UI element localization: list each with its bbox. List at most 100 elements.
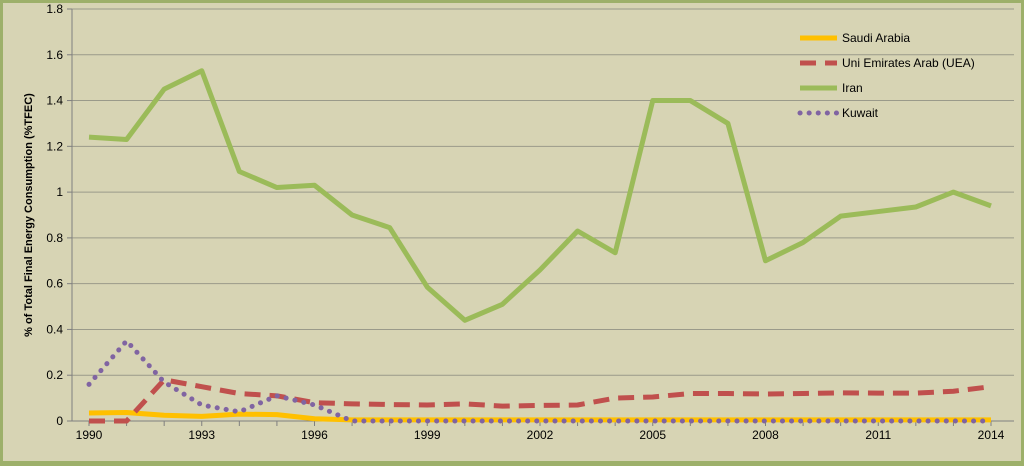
data-point (840, 421, 841, 422)
legend: Saudi Arabia Uni Emirates Arab (UEA) Iran K… (797, 31, 975, 120)
data-point (765, 421, 766, 422)
data-point (577, 404, 578, 405)
x-tick-label: 1993 (188, 428, 215, 442)
data-point (803, 421, 804, 422)
x-tick-label: 1990 (76, 428, 103, 442)
y-tick-label: 0 (56, 414, 63, 428)
data-point (690, 421, 691, 422)
y-axis-label: % of Total Final Energy Consumption (%TF… (23, 93, 35, 337)
x-tick-label: 1999 (414, 428, 441, 442)
data-point (164, 89, 165, 90)
data-point (727, 421, 728, 422)
x-tick-label: 2014 (978, 428, 1005, 442)
data-point (577, 419, 578, 420)
data-point (427, 404, 428, 405)
data-point (502, 421, 503, 422)
data-point (314, 404, 315, 405)
data-point (164, 415, 165, 416)
data-point (652, 421, 653, 422)
data-point (727, 393, 728, 394)
data-point (201, 416, 202, 417)
data-point (915, 421, 916, 422)
data-point (915, 419, 916, 420)
y-tick-label: 0.2 (46, 368, 63, 382)
y-axis-ticks: 0 0.2 0.4 0.6 0.8 1 1.2 1.4 1.6 1.8 (46, 2, 72, 428)
y-tick-label: 0.8 (46, 231, 63, 245)
data-point (540, 419, 541, 420)
data-point (464, 320, 465, 321)
x-tick-label: 2011 (865, 428, 891, 442)
legend-label: Iran (842, 81, 863, 95)
data-point (89, 421, 90, 422)
data-point (427, 421, 428, 422)
data-point (126, 421, 127, 422)
data-point (464, 403, 465, 404)
data-point (878, 211, 879, 212)
data-point (126, 412, 127, 413)
data-point (577, 231, 578, 232)
data-point (690, 100, 691, 101)
data-point (239, 393, 240, 394)
x-tick-label: 2005 (639, 428, 666, 442)
data-point (915, 206, 916, 207)
y-tick-label: 0.6 (46, 277, 63, 291)
data-point (389, 227, 390, 228)
data-point (878, 419, 879, 420)
data-point (314, 418, 315, 419)
data-point (352, 215, 353, 216)
data-point (427, 287, 428, 288)
data-point (652, 100, 653, 101)
data-point (502, 406, 503, 407)
data-point (201, 386, 202, 387)
x-tick-label: 2008 (752, 428, 779, 442)
data-point (915, 393, 916, 394)
data-point (840, 392, 841, 393)
data-point (126, 139, 127, 140)
x-tick-label: 1996 (301, 428, 328, 442)
series-line-saudi-arabia (88, 410, 991, 423)
legend-label: Kuwait (842, 106, 879, 120)
data-point (878, 421, 879, 422)
data-point (164, 382, 165, 383)
data-point (464, 421, 465, 422)
data-point (765, 393, 766, 394)
y-tick-label: 1.4 (46, 94, 63, 108)
y-tick-label: 1.6 (46, 48, 63, 62)
data-point (577, 421, 578, 422)
y-tick-label: 1 (56, 185, 63, 199)
data-point (389, 404, 390, 405)
data-point (89, 137, 90, 138)
x-axis-ticks: 1990 1993 1996 1999 2002 2005 2008 2011 2014 (76, 421, 1005, 442)
data-point (878, 393, 879, 394)
data-point (690, 393, 691, 394)
data-point (239, 411, 240, 412)
data-point (615, 252, 616, 253)
data-point (540, 269, 541, 270)
data-point (840, 419, 841, 420)
data-point (991, 419, 992, 420)
y-tick-label: 1.8 (46, 3, 63, 16)
data-point (201, 70, 202, 71)
data-point (765, 260, 766, 261)
y-tick-label: 1.2 (46, 139, 63, 153)
data-point (89, 384, 90, 385)
data-point (615, 421, 616, 422)
data-point (314, 185, 315, 186)
data-point (239, 414, 240, 415)
y-tick-label: 0.4 (46, 322, 63, 336)
data-point (126, 340, 127, 341)
line-chart: 0 0.2 0.4 0.6 0.8 1 1.2 1.4 1.6 1.8 1990 1993 1996 1… (23, 2, 1014, 442)
data-point (953, 421, 954, 422)
data-point (953, 391, 954, 392)
data-point (991, 205, 992, 206)
data-point (352, 421, 353, 422)
data-point (276, 187, 277, 188)
data-point (615, 419, 616, 420)
data-point (540, 405, 541, 406)
data-point (615, 398, 616, 399)
chart-panel: 0 0.2 0.4 0.6 0.8 1 1.2 1.4 1.6 1.8 1990 1993 1996 1… (3, 2, 1021, 461)
data-point (803, 242, 804, 243)
data-point (803, 393, 804, 394)
data-point (239, 171, 240, 172)
